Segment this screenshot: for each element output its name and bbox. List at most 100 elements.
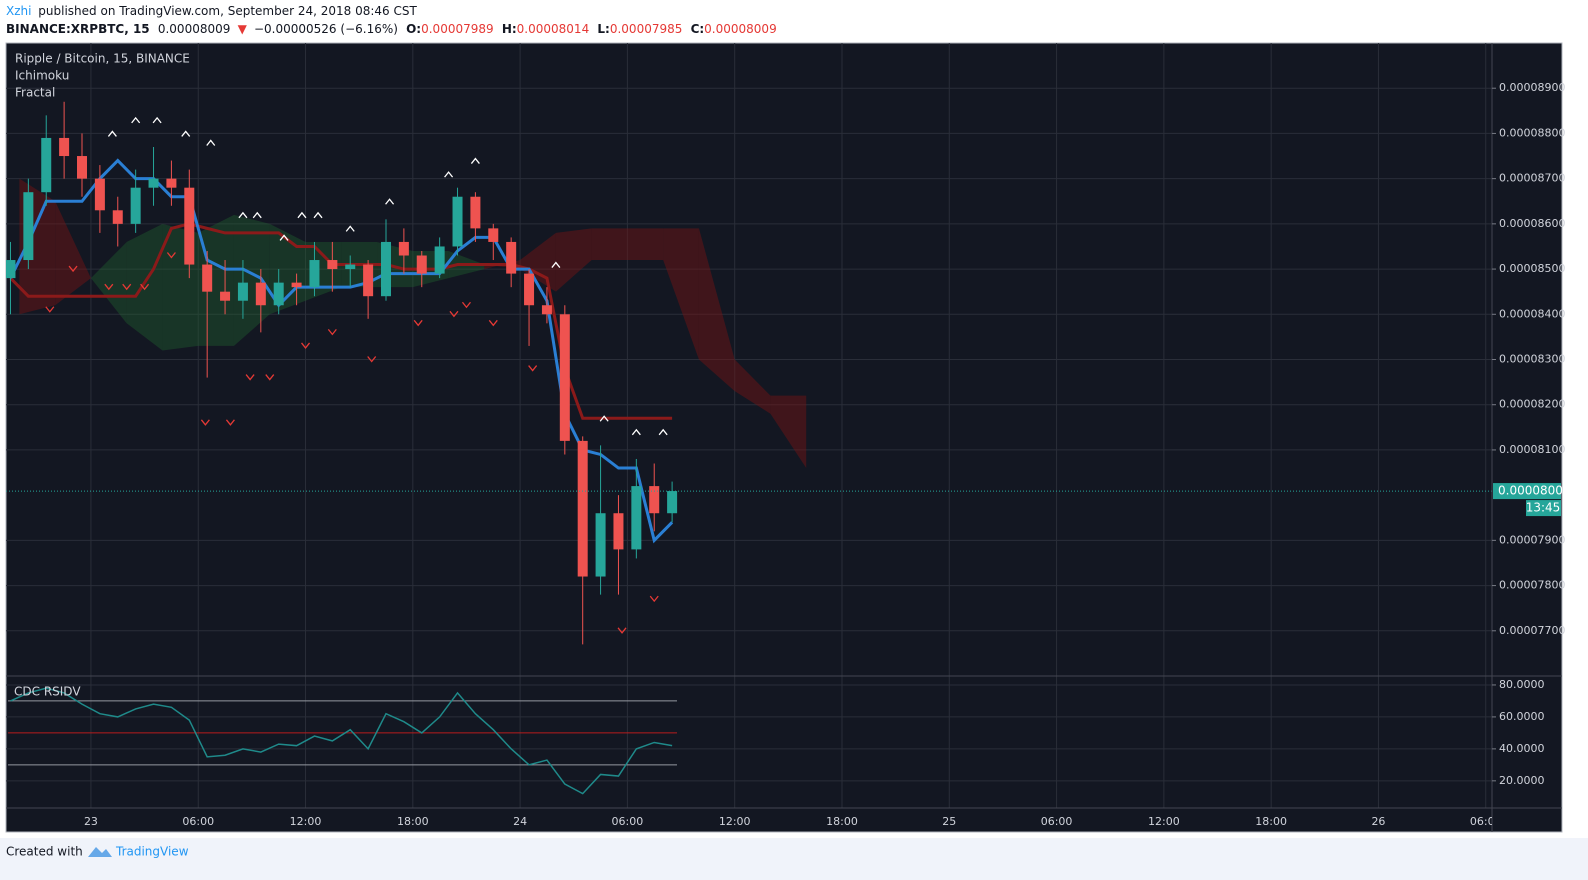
fractal-up: [658, 428, 668, 436]
symbol: BINANCE:XRPBTC, 15: [6, 22, 150, 36]
header-line: Xzhi published on TradingView.com, Septe…: [6, 4, 418, 18]
y-tick-label: 0.00008700: [1499, 172, 1565, 185]
candle-body: [506, 241, 517, 274]
fractal-down: [122, 283, 132, 291]
x-tick-label: 23: [84, 815, 98, 828]
candle-body: [23, 192, 34, 261]
ichimoku-cloud: [663, 228, 699, 360]
fractal-down: [461, 301, 471, 309]
x-tick-label: 06:00: [1470, 815, 1502, 828]
fractal-up: [313, 211, 323, 219]
candle-body: [470, 196, 481, 229]
candle-body: [41, 137, 52, 193]
time-axis: 23 06:00 12:00 18:00 24 06:00 12:00 18:00 25 06:0…: [84, 815, 1502, 828]
x-tick-label: 06:00: [612, 815, 644, 828]
fractal-up: [238, 211, 248, 219]
fractal-down: [166, 252, 176, 259]
y-tick-label: 80.0000: [1499, 678, 1545, 691]
fractal-up: [206, 139, 216, 146]
candle-body: [94, 178, 105, 211]
legend-indicator: Fractal: [15, 86, 55, 100]
ichimoku-cloud: [627, 228, 664, 261]
candle-body: [416, 255, 427, 274]
fractal-up: [551, 261, 561, 268]
fractal-down: [449, 310, 459, 318]
candle-body: [184, 187, 195, 265]
change-arrow: ▼: [238, 22, 248, 36]
countdown-box: [1526, 500, 1561, 517]
fractal-down: [225, 419, 235, 426]
footer-brand[interactable]: TradingView: [115, 845, 189, 859]
fractal-down: [327, 328, 337, 336]
candle-body: [524, 273, 535, 306]
candle-body: [452, 196, 463, 247]
fractal-up: [444, 171, 454, 178]
x-tick-label: 24: [513, 815, 527, 828]
author[interactable]: Xzhi: [6, 4, 31, 18]
change: −0.00000526 (−6.16%): [254, 22, 398, 36]
x-tick-label: 06:00: [182, 815, 214, 828]
ichimoku-cloud: [555, 228, 592, 292]
published: published on TradingView.com, September …: [38, 4, 417, 18]
countdown-label: 13:45: [1526, 501, 1561, 515]
fractal-down: [245, 374, 255, 381]
x-tick-label: 06:00: [1041, 815, 1073, 828]
candle-body: [112, 210, 123, 224]
fractal-down: [488, 319, 498, 327]
ichimoku-cloud: [698, 228, 735, 392]
y-tick-label: 40.0000: [1499, 742, 1545, 755]
y-tick-label: 0.00008500: [1499, 262, 1565, 275]
candle-body: [6, 260, 16, 279]
ohlc-value: 0.00008014: [517, 22, 590, 36]
rsi-title: CDC RSIDV: [14, 685, 81, 699]
candle-body: [291, 282, 302, 288]
y-tick-label: 0.00007900: [1499, 533, 1565, 546]
ohlc-label: O:: [406, 22, 421, 36]
candle-body: [380, 241, 391, 297]
fractal-up: [599, 415, 609, 422]
fractal-up: [297, 211, 307, 219]
brand-icon: [88, 847, 112, 857]
candle-body: [649, 486, 660, 514]
y-tick-label: 0.00008100: [1499, 443, 1565, 456]
fractal-up: [107, 130, 117, 137]
fractal-down: [140, 283, 150, 291]
fractal-down: [68, 265, 78, 273]
fractal-down: [104, 283, 114, 291]
fractal-down: [367, 356, 377, 363]
fractal-down: [649, 595, 659, 603]
candle-body: [559, 314, 570, 441]
candle-body: [595, 513, 606, 577]
candle-body: [541, 305, 552, 315]
y-tick-label: 20.0000: [1499, 774, 1545, 787]
candle-body: [237, 282, 248, 301]
candle-body: [166, 178, 177, 188]
x-tick-label: 12:00: [719, 815, 751, 828]
y-tick-label: 0.00007800: [1499, 579, 1565, 592]
x-tick-label: 12:00: [290, 815, 322, 828]
candle-body: [363, 264, 374, 297]
fractal-down: [413, 319, 423, 327]
ohlc-value: 0.00007985: [610, 22, 683, 36]
x-tick-label: 18:00: [397, 815, 429, 828]
candle-body: [631, 486, 642, 550]
ohlc-value: 0.00008009: [704, 22, 777, 36]
candle-body: [130, 187, 141, 224]
quote-line: BINANCE:XRPBTC, 15 0.00008009 ▼ −0.00000…: [6, 22, 777, 36]
ohlc-label: H:: [502, 22, 517, 36]
plot-layer: [6, 101, 1492, 795]
y-tick-label: 0.00008200: [1499, 398, 1565, 411]
ichimoku-cloud: [734, 359, 771, 414]
fractal-up: [385, 198, 395, 205]
candle-body: [59, 137, 70, 157]
candle-body: [327, 260, 338, 270]
candle-body: [309, 260, 320, 288]
fractal-down: [528, 365, 538, 372]
legend-indicator: Ichimoku: [15, 69, 69, 83]
candle-body: [667, 491, 678, 514]
y-tick-label: 0.00007700: [1499, 624, 1565, 637]
candle-body: [398, 241, 409, 256]
ohlc-label: C:: [691, 22, 705, 36]
fractal-up: [181, 130, 191, 137]
